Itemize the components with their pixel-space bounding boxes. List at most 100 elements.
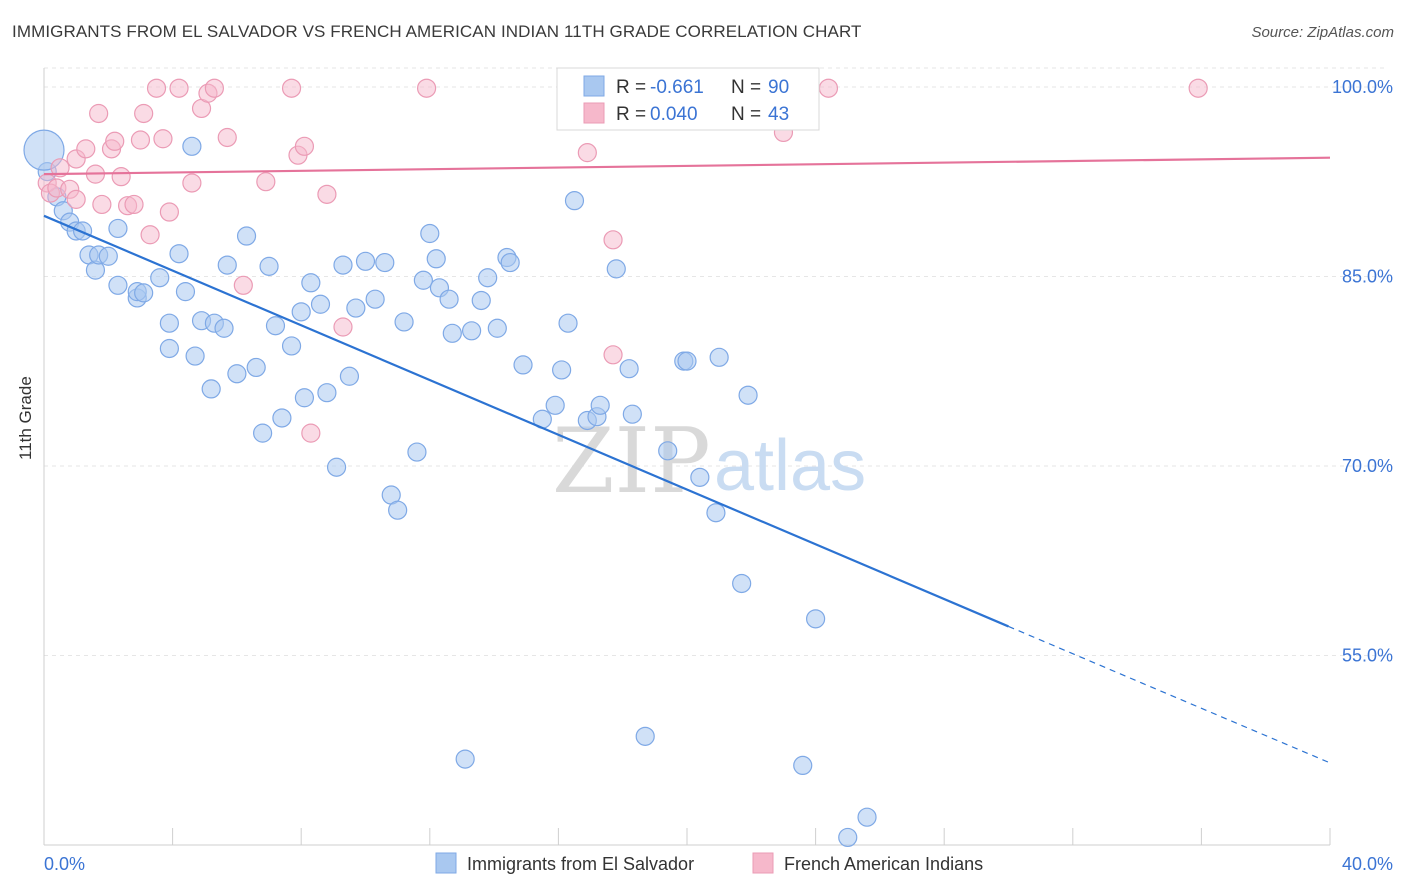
chart-title: IMMIGRANTS FROM EL SALVADOR VS FRENCH AM…: [12, 22, 862, 41]
point-el-salvador: [310, 294, 331, 314]
point-french-american-indian: [146, 78, 167, 98]
point-el-salvador: [622, 404, 642, 424]
point-french-american-indian: [76, 139, 96, 159]
point-el-salvador: [545, 395, 565, 415]
point-french-american-indian: [256, 172, 276, 192]
point-french-american-indian: [124, 194, 144, 215]
point-el-salvador: [732, 573, 752, 594]
point-el-salvador: [738, 385, 758, 405]
point-el-salvador: [426, 249, 446, 269]
point-french-american-indian: [416, 78, 437, 98]
point-el-salvador: [407, 442, 427, 462]
point-el-salvador: [291, 302, 311, 322]
watermark: ZIP atlas: [552, 409, 866, 514]
point-french-american-indian: [317, 184, 337, 204]
point-french-american-indian: [159, 202, 179, 222]
point-french-american-indian: [333, 317, 353, 337]
point-french-american-indian: [217, 127, 237, 148]
trendline-el-salvador: [43, 214, 1009, 628]
point-el-salvador: [461, 321, 482, 341]
point-el-salvador: [471, 290, 491, 311]
legend-n-label: N =: [731, 77, 761, 98]
point-el-salvador: [346, 298, 366, 318]
point-el-salvador: [413, 270, 433, 290]
point-el-salvador: [590, 395, 610, 415]
x-tick-label: 0.0%: [44, 854, 85, 874]
legend-swatch-french-american-indian: [583, 102, 605, 124]
point-french-american-indian: [105, 131, 125, 151]
point-el-salvador: [558, 313, 578, 333]
point-el-salvador: [175, 282, 196, 302]
point-el-salvador: [301, 273, 321, 293]
point-el-salvador: [564, 191, 585, 211]
bottom-legend-label-french-american-indian: French American Indians: [784, 854, 983, 874]
point-el-salvador: [281, 336, 302, 356]
point-el-salvador: [677, 351, 697, 371]
y-tick-label: 85.0%: [1342, 266, 1393, 286]
y-tick-label: 70.0%: [1342, 456, 1393, 476]
point-french-american-indian: [66, 189, 86, 209]
watermark-zip: ZIP: [552, 409, 711, 514]
point-el-salvador: [253, 423, 273, 443]
watermark-atlas: atlas: [714, 426, 866, 506]
point-el-salvador: [478, 268, 498, 288]
legend-r-value-french-american-indian: 0.040: [650, 104, 698, 125]
point-el-salvador: [72, 221, 93, 241]
point-el-salvador: [98, 246, 118, 266]
point-el-salvador: [439, 289, 459, 309]
point-french-american-indian: [204, 78, 224, 98]
trendline-extension-el-salvador: [1008, 625, 1331, 764]
bottom-legend-label-el-salvador: Immigrants from El Salvador: [467, 854, 694, 874]
point-french-american-indian: [140, 225, 160, 245]
point-el-salvador: [455, 749, 475, 769]
point-el-salvador: [658, 441, 678, 461]
legend-swatch-el-salvador: [583, 75, 605, 97]
point-el-salvador: [487, 318, 507, 338]
point-el-salvador: [150, 268, 170, 288]
point-french-american-indian: [1188, 78, 1208, 98]
point-el-salvador: [246, 357, 266, 378]
point-el-salvador: [420, 223, 440, 244]
legend-n-value-french-american-indian: 43: [768, 104, 789, 125]
point-el-salvador: [182, 136, 202, 156]
point-el-salvador: [500, 252, 520, 273]
point-el-salvador: [375, 252, 395, 273]
point-french-american-indian: [130, 130, 151, 150]
point-el-salvador: [552, 360, 572, 380]
bottom-legend-swatch-el-salvador: [435, 852, 457, 874]
legend-box: R = -0.661 N = 90 R = 0.040 N = 43: [556, 67, 820, 131]
trendline-french-american-indian: [43, 156, 1331, 176]
point-el-salvador: [259, 256, 279, 276]
point-el-salvador: [108, 218, 128, 239]
bottom-legend-swatch-french-american-indian: [752, 852, 774, 874]
point-el-salvador: [365, 289, 385, 309]
point-french-american-indian: [281, 78, 302, 98]
point-el-salvador: [272, 408, 292, 428]
point-french-american-indian: [92, 194, 112, 215]
point-el-salvador: [857, 807, 877, 827]
point-el-salvador: [159, 313, 179, 333]
point-el-salvador: [333, 255, 353, 275]
point-french-american-indian: [603, 345, 623, 365]
legend-r-value-el-salvador: -0.661: [650, 77, 704, 98]
point-el-salvador: [706, 503, 726, 523]
point-el-salvador: [217, 255, 237, 275]
point-el-salvador: [169, 244, 189, 264]
legend-r-label: R =: [616, 77, 646, 98]
point-el-salvador: [690, 467, 710, 487]
point-el-salvador: [227, 364, 247, 384]
point-el-salvador: [388, 500, 408, 520]
point-el-salvador: [185, 346, 205, 366]
point-el-salvador: [201, 379, 221, 399]
y-tick-label: 55.0%: [1342, 645, 1393, 665]
point-el-salvador: [355, 251, 376, 271]
point-el-salvador: [805, 609, 826, 629]
point-french-american-indian: [169, 78, 189, 98]
point-el-salvador: [513, 355, 533, 375]
point-french-american-indian: [134, 103, 154, 124]
point-el-salvador: [394, 312, 414, 332]
point-el-salvador: [326, 457, 347, 477]
source-credit: Source: ZipAtlas.com: [1251, 24, 1394, 41]
point-el-salvador: [793, 755, 813, 776]
